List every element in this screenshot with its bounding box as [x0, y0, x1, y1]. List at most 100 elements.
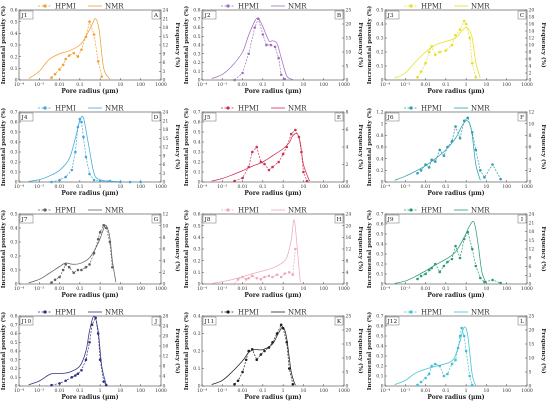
- y-left-tick-label: 0.4: [10, 349, 17, 355]
- hpmi-point: [438, 364, 442, 368]
- hpmi-point: [454, 358, 457, 362]
- panel-letter: E: [337, 115, 341, 121]
- hpmi-point: [53, 72, 57, 76]
- hpmi-point: [483, 280, 486, 284]
- x-tick-label: 1: [465, 388, 468, 394]
- y-left-tick-label: 0.3: [193, 331, 200, 337]
- hpmi-point: [92, 251, 96, 255]
- hpmi-point: [70, 375, 74, 379]
- y-right-tick-label: 15: [529, 238, 535, 244]
- x-tick-label: 1000: [155, 184, 167, 190]
- x-tick-label: 10⁻³: [34, 184, 44, 190]
- x-tick-label: 0.01: [237, 82, 247, 88]
- hpmi-point: [80, 48, 83, 51]
- y-right-axis-label: Frequency (%): [357, 124, 364, 170]
- y-right-tick-label: 5: [346, 64, 349, 70]
- y-right-tick-label: 18: [163, 25, 169, 31]
- x-tick-label: 1: [465, 286, 468, 292]
- y-left-axis-label: Incremental porosity (%): [0, 107, 7, 186]
- x-tick-label: 10⁻³: [217, 82, 227, 88]
- hpmi-point: [50, 281, 53, 284]
- y-right-tick-label: 2: [346, 162, 349, 168]
- hpmi-point: [247, 165, 250, 169]
- hpmi-point: [424, 272, 427, 276]
- x-tick-label: 0.01: [54, 82, 64, 88]
- y-right-tick-label: 0: [529, 180, 532, 186]
- hpmi-point: [76, 268, 80, 272]
- hpmi-point: [255, 358, 259, 362]
- panel-id-box: [385, 10, 400, 20]
- hpmi-point: [64, 175, 67, 179]
- y-right-tick-label: 12: [163, 212, 169, 218]
- y-left-axis-label: Incremental porosity (%): [366, 209, 373, 288]
- x-tick-label: 10⁻³: [400, 184, 410, 190]
- hpmi-point: [285, 340, 289, 344]
- legend-hpmi-label: HPMI: [55, 3, 76, 11]
- x-axis-label: Pore radius (μm): [244, 88, 301, 95]
- x-tick-label: 1: [465, 82, 468, 88]
- hpmi-point: [446, 372, 449, 376]
- y-right-tick-label: 5: [346, 370, 349, 376]
- x-tick-label: 100: [319, 184, 328, 190]
- x-tick-label: 0.1: [442, 184, 449, 190]
- y-right-tick-label: 21: [529, 220, 535, 226]
- x-tick-label: 1: [99, 184, 102, 190]
- hpmi-point: [119, 180, 122, 184]
- y-right-tick-label: 0: [346, 78, 349, 84]
- legend-nmr-label: NMR: [471, 105, 490, 113]
- panel-id-box: [202, 316, 217, 326]
- hpmi-point: [104, 383, 108, 387]
- x-tick-label: 1: [282, 388, 285, 394]
- hpmi-point: [104, 226, 108, 230]
- hpmi-point: [281, 152, 285, 156]
- x-tick-label: 0.1: [76, 82, 83, 88]
- y-right-tick-label: 4: [529, 156, 532, 162]
- legend-hpmi-label: HPMI: [55, 207, 76, 215]
- panel-id-box: [19, 214, 34, 224]
- panel-letter-box: [517, 112, 527, 122]
- y-left-tick-label: 0.1: [376, 64, 383, 70]
- y-left-tick-label: 0.4: [10, 140, 17, 146]
- legend-hpmi-marker: [226, 208, 230, 212]
- y-left-tick-label: 0.8: [193, 8, 200, 14]
- hpmi-point: [279, 73, 283, 77]
- y-right-tick-label: 15: [163, 34, 169, 40]
- hpmi-point: [244, 358, 248, 362]
- hpmi-point: [108, 179, 112, 183]
- y-right-tick-label: 3: [163, 171, 166, 177]
- x-tick-label: 10⁻³: [217, 286, 227, 292]
- panel-id: J7: [21, 217, 28, 223]
- y-right-tick-label: 15: [346, 342, 352, 348]
- hpmi-point: [58, 382, 61, 385]
- y-left-axis-label: Incremental porosity (%): [366, 107, 373, 186]
- x-tick-label: 100: [502, 388, 511, 394]
- y-left-tick-label: 0.1: [193, 270, 200, 276]
- x-tick-label: 1000: [338, 82, 350, 88]
- x-tick-label: 100: [136, 286, 145, 292]
- hpmi-point: [263, 349, 266, 353]
- y-left-tick-label: 0.7: [10, 110, 17, 116]
- hpmi-point: [233, 78, 236, 82]
- hpmi-point: [433, 362, 437, 366]
- y-right-axis-label: Frequency (%): [357, 328, 364, 374]
- hpmi-point: [483, 176, 486, 179]
- y-left-tick-label: 0: [381, 78, 384, 84]
- hpmi-point: [416, 277, 419, 281]
- x-tick-label: 10⁻³: [34, 286, 44, 292]
- y-right-tick-label: 0: [163, 384, 166, 390]
- hpmi-point: [267, 274, 271, 278]
- hpmi-point: [50, 383, 53, 387]
- legend: HPMI NMR: [404, 309, 490, 317]
- y-right-tick-label: 12: [529, 110, 535, 116]
- legend-hpmi-marker: [43, 4, 47, 8]
- x-tick-label: 0.1: [76, 286, 83, 292]
- y-left-tick-label: 0.5: [193, 130, 200, 136]
- y-left-tick-label: 0: [381, 282, 384, 288]
- plot-frame: [201, 315, 345, 387]
- legend-hpmi-label: HPMI: [421, 207, 442, 215]
- y-right-tick-label: 8: [163, 364, 166, 370]
- y-left-tick-label: 0.2: [193, 349, 200, 355]
- y-right-tick-label: 20: [529, 328, 535, 334]
- x-tick-label: 10⁻⁴: [14, 388, 24, 394]
